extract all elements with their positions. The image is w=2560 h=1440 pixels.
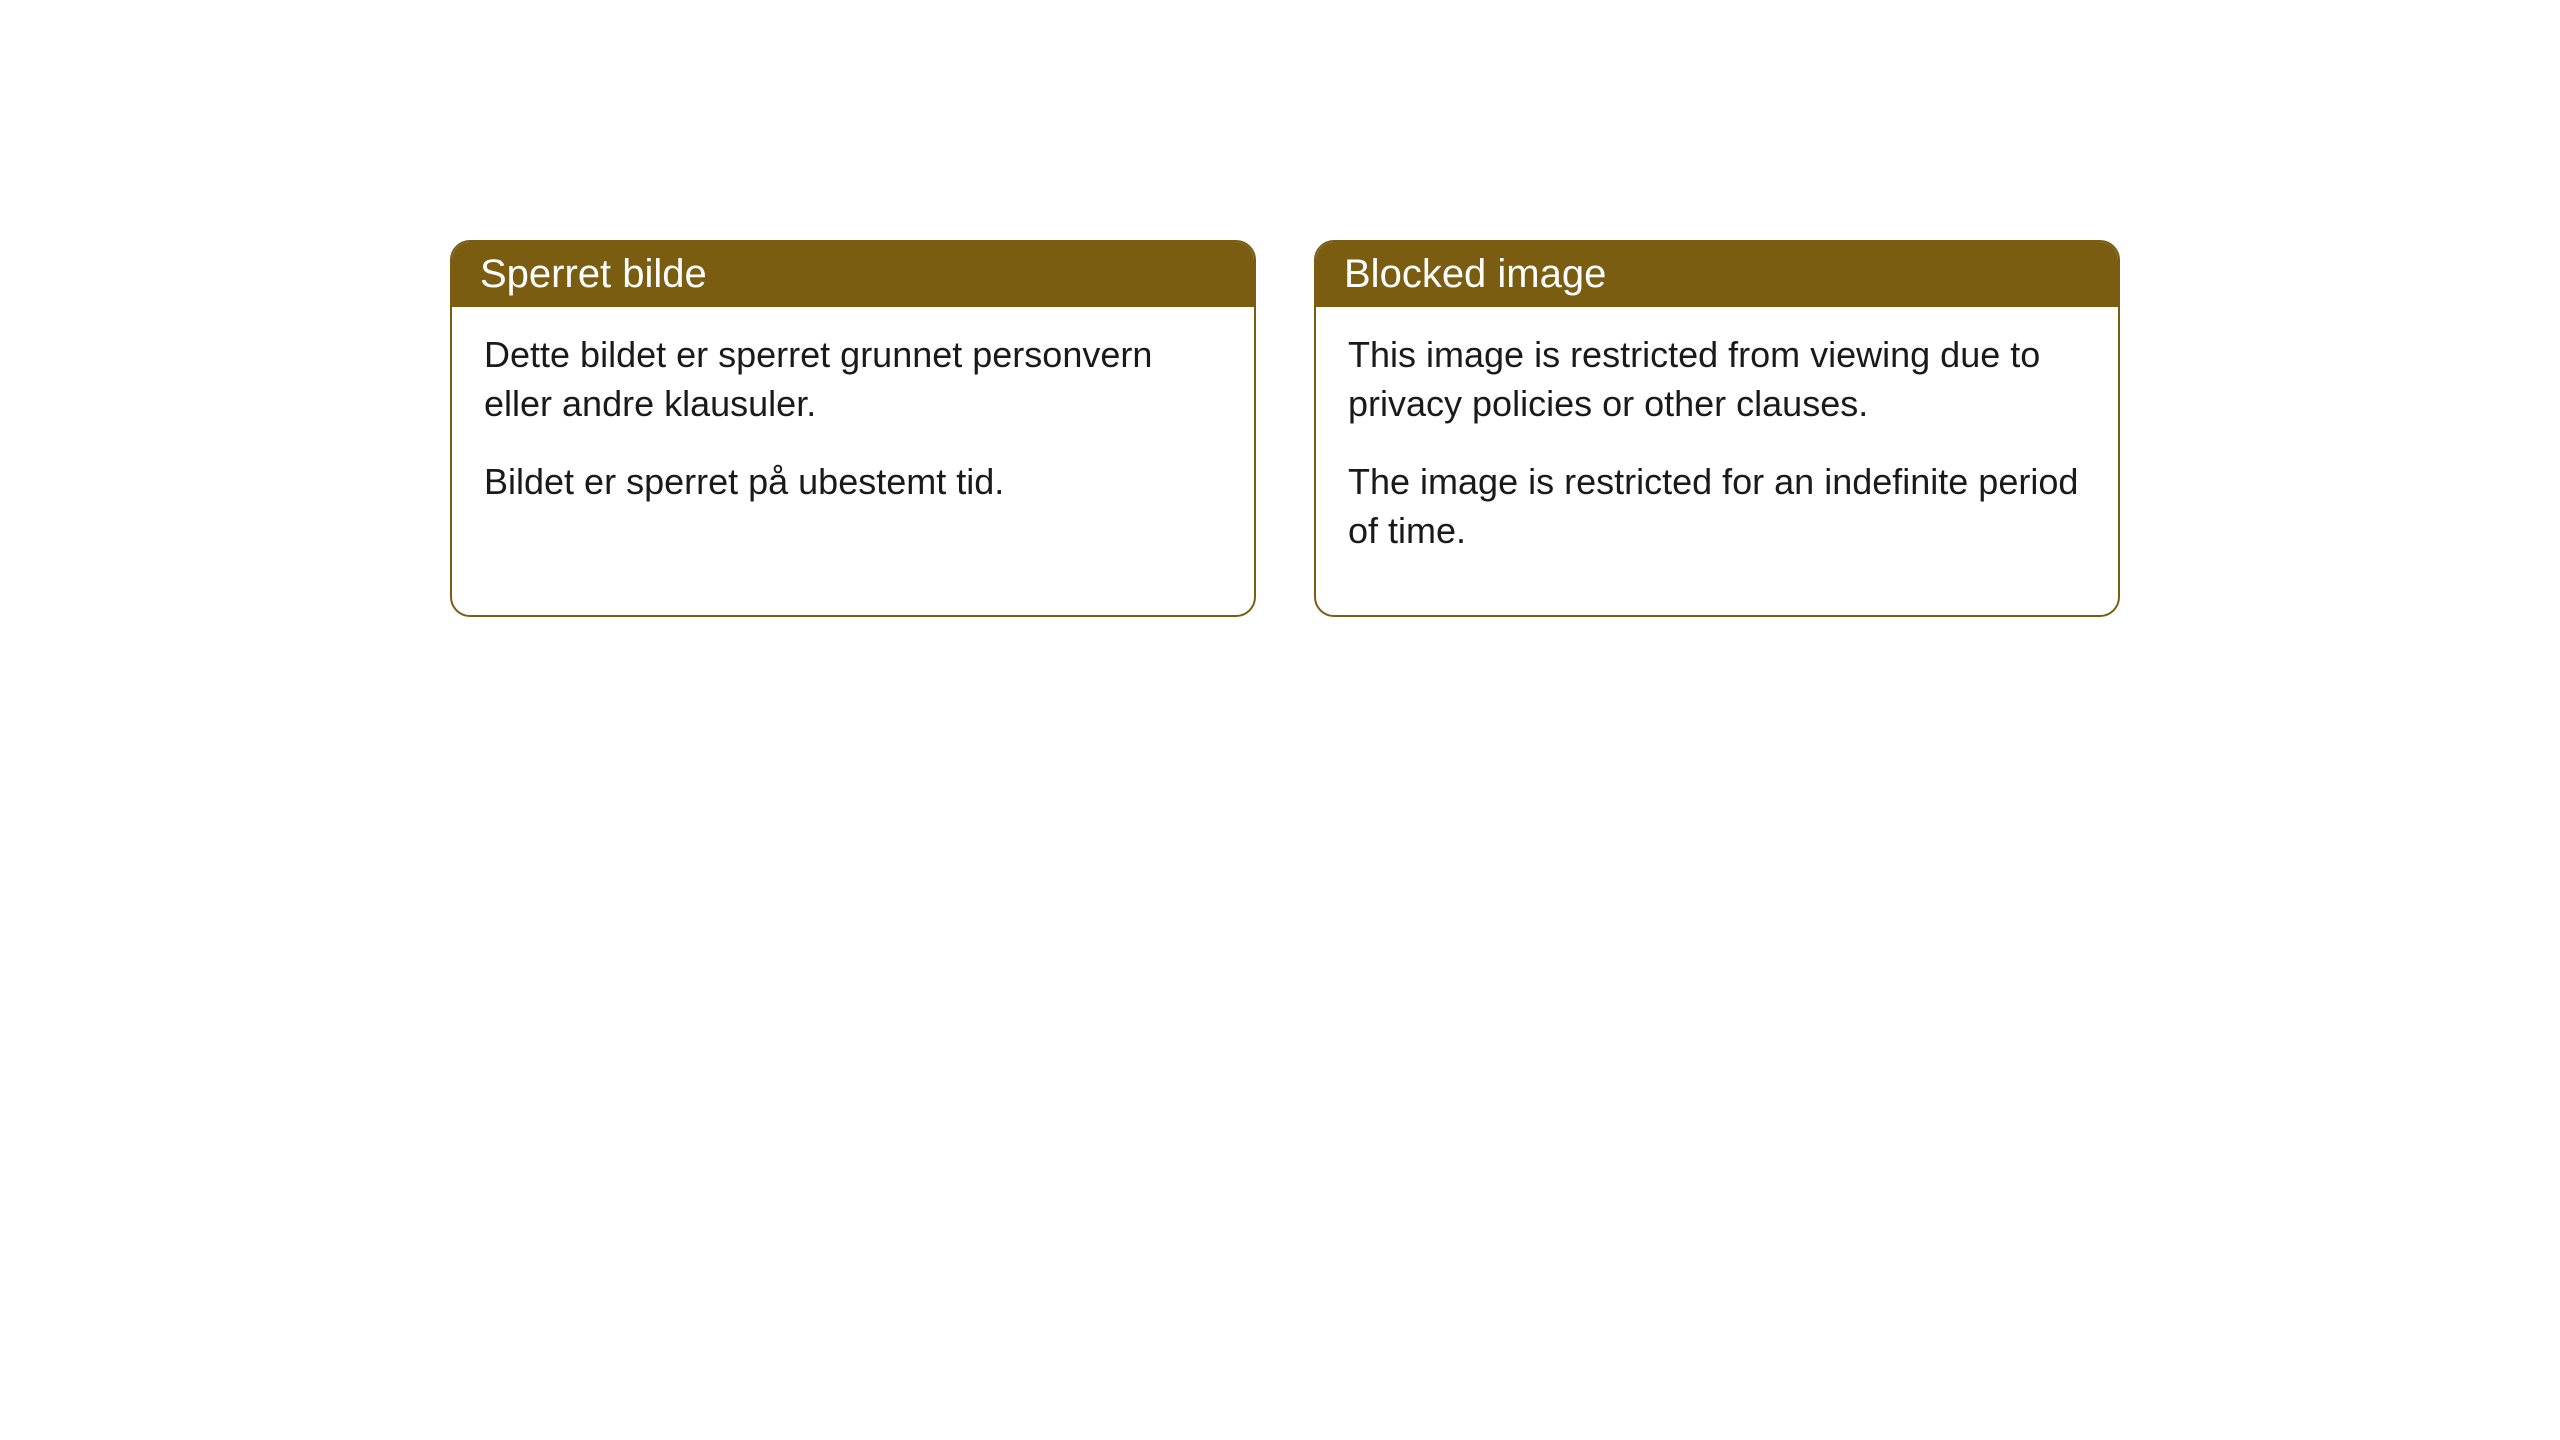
card-body-english: This image is restricted from viewing du… (1316, 307, 2118, 615)
card-paragraph-1-norwegian: Dette bildet er sperret grunnet personve… (484, 331, 1222, 428)
card-paragraph-2-english: The image is restricted for an indefinit… (1348, 458, 2086, 555)
card-body-norwegian: Dette bildet er sperret grunnet personve… (452, 307, 1254, 567)
card-title-norwegian: Sperret bilde (480, 252, 707, 296)
card-title-english: Blocked image (1344, 252, 1606, 296)
notice-cards-container: Sperret bilde Dette bildet er sperret gr… (450, 240, 2120, 617)
blocked-image-card-norwegian: Sperret bilde Dette bildet er sperret gr… (450, 240, 1256, 617)
card-paragraph-1-english: This image is restricted from viewing du… (1348, 331, 2086, 428)
card-paragraph-2-norwegian: Bildet er sperret på ubestemt tid. (484, 458, 1222, 507)
card-header-norwegian: Sperret bilde (452, 242, 1254, 307)
blocked-image-card-english: Blocked image This image is restricted f… (1314, 240, 2120, 617)
card-header-english: Blocked image (1316, 242, 2118, 307)
